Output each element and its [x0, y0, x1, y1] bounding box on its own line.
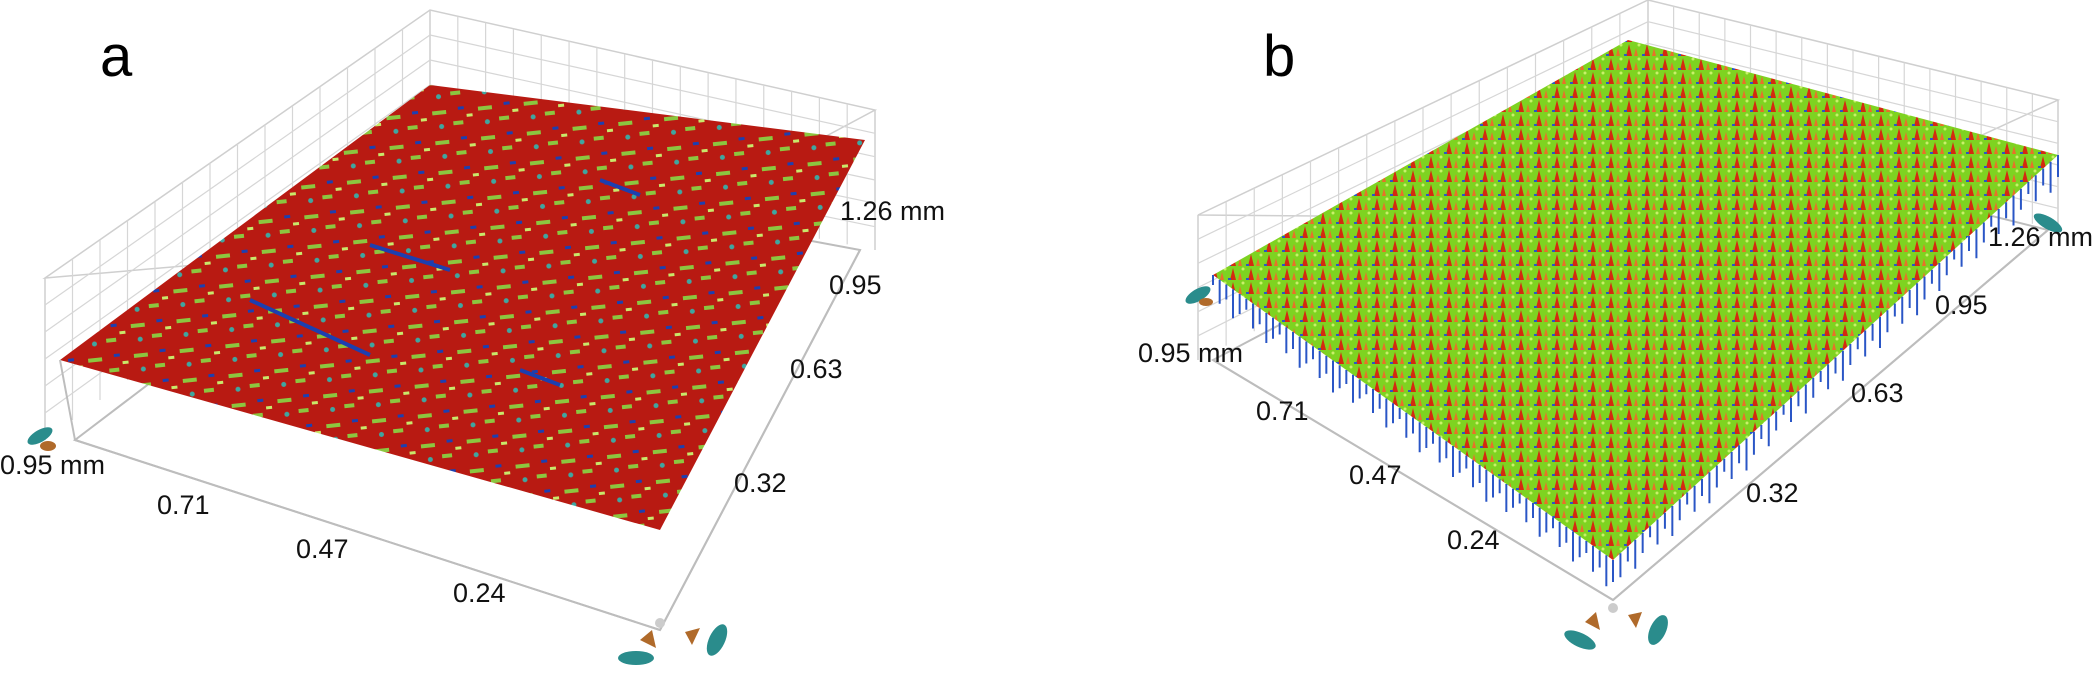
grid-line	[44, 59, 431, 333]
y-tick-a-3: 0.32	[734, 468, 787, 498]
surface-plot-a	[25, 9, 878, 665]
grid-line	[429, 34, 876, 134]
x-tick-b-0: 0.95 mm	[1138, 338, 1244, 368]
y-tick-b-2: 0.63	[1851, 378, 1904, 408]
x-tick-b-3: 0.24	[1447, 525, 1500, 555]
y-tick-b-1: 0.95	[1935, 290, 1988, 320]
panel-a: a 0.95 mm 0.71 0.47 0.24 1.26 mm 0.95 0.…	[0, 0, 1047, 683]
surface-plot-b	[1183, 0, 2065, 654]
view-navigation-glyphs-a[interactable]	[25, 424, 732, 665]
panel-letter-b: b	[1263, 24, 1296, 89]
x-tick-a-2: 0.47	[296, 534, 349, 564]
surface-b	[1213, 40, 2058, 560]
axes-edges-b	[1212, 229, 2049, 601]
axes-edges-a	[59, 249, 861, 631]
y-tick-a-0: 1.26 mm	[840, 196, 946, 226]
surface-streaks-a	[249, 178, 641, 387]
x-tick-a-3: 0.24	[453, 578, 506, 608]
x-tick-a-0: 0.95 mm	[0, 450, 106, 480]
x-tick-a-1: 0.71	[157, 490, 210, 520]
y-tick-a-2: 0.63	[790, 354, 843, 384]
surface-a	[60, 85, 865, 530]
panel-letter-a: a	[100, 24, 133, 89]
surface-skirt-b	[1212, 155, 2059, 587]
y-tick-b-0: 1.26 mm	[1988, 222, 2094, 252]
x-tick-b-1: 0.71	[1256, 396, 1309, 426]
view-navigation-glyphs-b[interactable]	[1183, 210, 2065, 654]
grid-line	[44, 34, 431, 306]
grid-line	[44, 84, 431, 360]
y-tick-b-3: 0.32	[1746, 478, 1799, 508]
y-tick-a-1: 0.95	[829, 270, 882, 300]
panel-b: b 0.95 mm 0.71 0.47 0.24 1.26 mm 0.95 0.…	[1048, 0, 2095, 683]
grid-line	[1647, 21, 2059, 123]
x-tick-b-2: 0.47	[1349, 460, 1402, 490]
grid-line	[1647, 42, 2059, 144]
grid-line	[1197, 21, 1649, 240]
